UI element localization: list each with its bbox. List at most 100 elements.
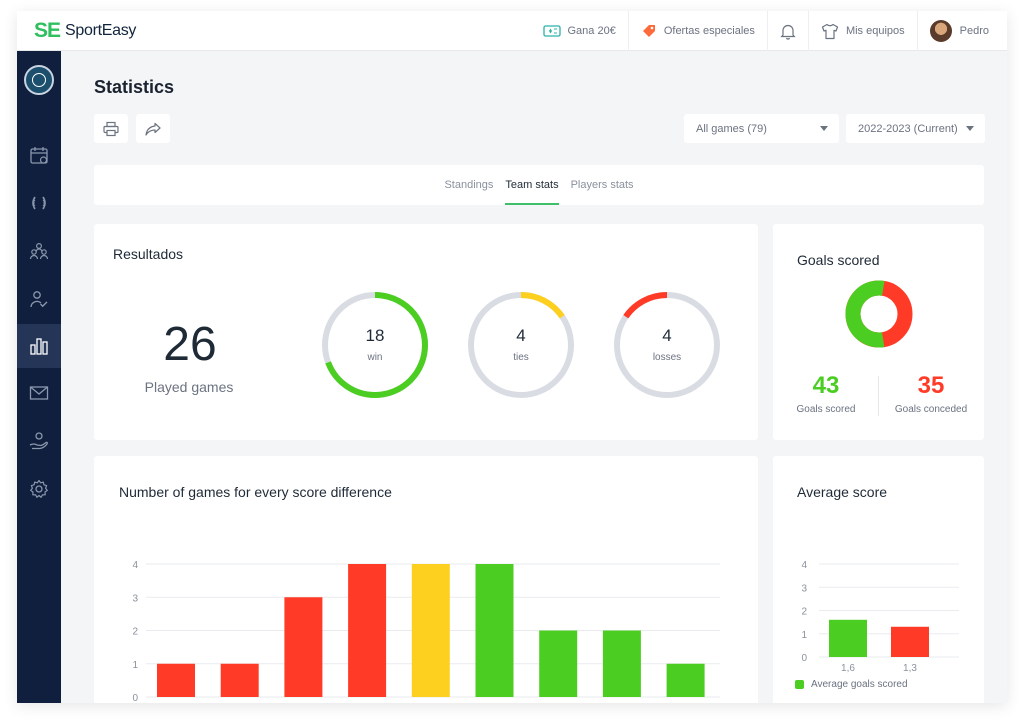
season-value: 2022-2023 (Current): [858, 122, 958, 135]
average-score-card: Average score 0 1 2 3 4 1,6 1,3 Average goals …: [773, 456, 984, 703]
bar-chart-icon: [30, 338, 48, 355]
top-nav: Gana 20€ Ofertas especiales Mis equipos …: [531, 11, 1008, 51]
score-diff-bar[interactable]: [284, 597, 323, 697]
games-filter-select[interactable]: All games (79): [684, 114, 839, 143]
ties-label: ties: [513, 352, 529, 363]
games-filter-value: All games (79): [696, 122, 767, 135]
average-score-title: Average score: [797, 484, 888, 500]
average-score-legend: Average goals scored: [795, 679, 908, 690]
tab-team-stats[interactable]: Team stats: [505, 165, 559, 205]
results-card: Resultados 26 Played games 18 win 4 ties: [94, 224, 758, 440]
share-icon: [145, 122, 161, 136]
average-score-bar[interactable]: [891, 626, 929, 657]
sporteasy-logo[interactable]: SE SportEasy: [34, 19, 137, 42]
user-menu[interactable]: Pedro: [916, 11, 1007, 51]
average-score-y-tick: 2: [801, 607, 807, 618]
gear-icon: [30, 479, 48, 498]
results-title: Resultados: [113, 246, 184, 262]
goals-card: Goals scored 43 Goals scored 35 Goals co…: [773, 224, 984, 440]
gana-link[interactable]: Gana 20€: [531, 11, 628, 51]
average-score-y-tick: 4: [801, 560, 807, 571]
stats-tabs: Standings Team stats Players stats: [94, 165, 984, 205]
sidebar-item-settings[interactable]: [17, 467, 61, 511]
losses-ring-arc: [614, 292, 720, 398]
chevron-down-icon: [966, 126, 974, 131]
win-ring-arc: [322, 292, 428, 398]
logo-text: SportEasy: [65, 22, 137, 39]
sidebar-item-statistics[interactable]: [17, 324, 61, 368]
goals-conceded-label: Goals conceded: [894, 404, 968, 415]
score-diff-bar[interactable]: [602, 630, 641, 698]
score-difference-title: Number of games for every score differen…: [119, 484, 392, 500]
sidebar: [17, 51, 61, 703]
avatar: [929, 20, 952, 42]
score-diff-bar[interactable]: [539, 630, 578, 698]
ties-ring-arc: [468, 292, 574, 398]
score-diff-bar[interactable]: [411, 564, 450, 697]
main-content: Statistics All games (79) 2022-2023 (Cur…: [61, 51, 1007, 703]
sidebar-item-messages[interactable]: [17, 371, 61, 415]
losses-count: 4: [662, 326, 672, 345]
stats-tabs-card: Standings Team stats Players stats: [94, 165, 984, 205]
score-diff-y-tick: 3: [132, 593, 138, 604]
average-score-y-tick: 3: [801, 583, 807, 594]
page-title: Statistics: [94, 77, 175, 97]
ties-count: 4: [516, 326, 526, 345]
score-diff-bar[interactable]: [666, 663, 705, 697]
legend-label: Average goals scored: [811, 679, 908, 690]
sidebar-item-competitions[interactable]: [17, 181, 61, 225]
chevron-down-icon: [820, 126, 828, 131]
sidebar-item-attendance[interactable]: [17, 277, 61, 321]
team-icon: [29, 242, 49, 260]
goals-scored-label: Goals scored: [796, 404, 856, 415]
club-badge[interactable]: [24, 65, 54, 95]
bell-icon: [780, 24, 796, 40]
average-score-chart: 0 1 2 3 4 1,6 1,3: [801, 560, 959, 674]
score-diff-bar[interactable]: [157, 663, 195, 697]
score-diff-bar[interactable]: [348, 564, 387, 697]
mis-equipos-link[interactable]: Mis equipos: [807, 11, 917, 51]
attendance-icon: [30, 291, 48, 308]
ofertas-link[interactable]: Ofertas especiales: [627, 11, 767, 51]
print-button[interactable]: [94, 114, 128, 143]
season-select[interactable]: 2022-2023 (Current): [846, 114, 985, 143]
losses-label: losses: [652, 352, 682, 363]
app-window: SE SportEasy Gana 20€ Ofertas especiales…: [17, 11, 1007, 703]
win-label: win: [367, 352, 383, 363]
sidebar-item-calendar[interactable]: [17, 133, 61, 177]
ticket-icon: [542, 25, 561, 37]
average-score-x-label: 1,3: [903, 663, 917, 674]
ofertas-label: Ofertas especiales: [663, 25, 755, 37]
ties-ring: 4 ties: [466, 290, 576, 400]
win-ring: 18 win: [320, 290, 430, 400]
tag-icon: [642, 25, 655, 37]
tab-players-stats[interactable]: Players stats: [570, 179, 634, 191]
mail-icon: [29, 386, 49, 400]
tab-standings[interactable]: Standings: [444, 179, 494, 191]
hand-heart-icon: [29, 432, 48, 450]
user-name: Pedro: [959, 25, 989, 37]
score-diff-y-tick: 1: [132, 660, 138, 671]
printer-icon: [103, 121, 119, 136]
notifications-button[interactable]: [766, 11, 808, 51]
sidebar-item-team[interactable]: [17, 229, 61, 273]
win-count: 18: [365, 326, 385, 345]
goals-scored-count: 43: [812, 372, 840, 399]
goals-donut: [845, 280, 913, 348]
score-diff-y-tick: 2: [132, 627, 138, 638]
goals-title: Goals scored: [797, 252, 880, 268]
share-button[interactable]: [136, 114, 170, 143]
score-diff-y-tick: 0: [132, 693, 138, 703]
logo-mark: SE: [34, 19, 61, 42]
played-games-label: Played games: [144, 379, 234, 395]
score-diff-bar[interactable]: [220, 663, 259, 697]
average-score-y-tick: 1: [801, 630, 807, 641]
played-games-count: 26: [163, 318, 217, 371]
average-score-bar[interactable]: [829, 619, 867, 657]
score-diff-bar[interactable]: [475, 564, 514, 697]
sidebar-item-sponsors[interactable]: [17, 419, 61, 463]
legend-swatch: [795, 680, 804, 689]
calendar-icon: [30, 147, 48, 164]
average-score-x-label: 1,6: [841, 663, 855, 674]
